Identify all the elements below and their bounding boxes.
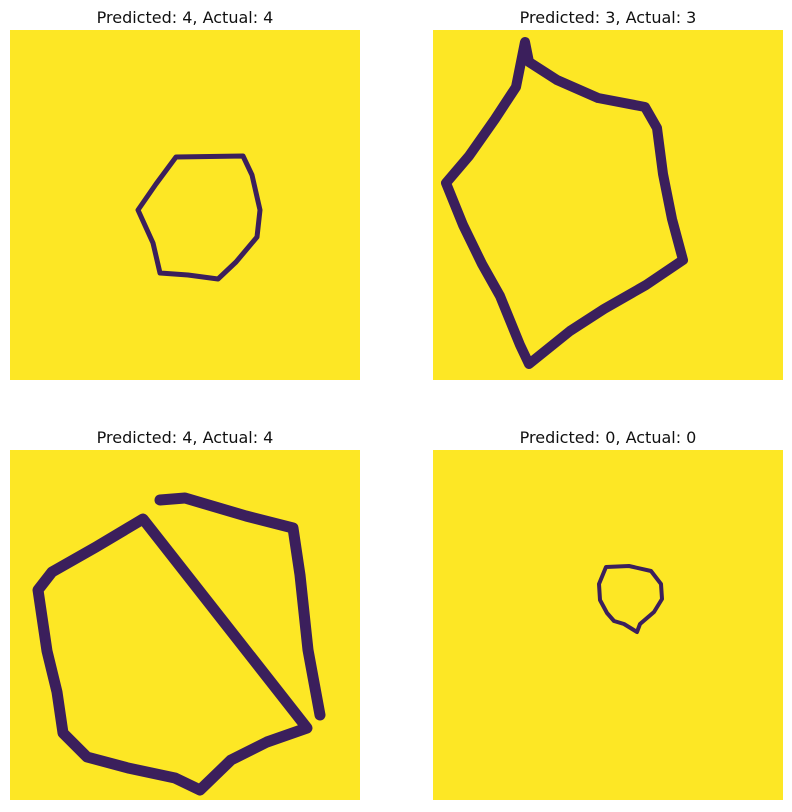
panel-2-image <box>433 30 783 380</box>
panel-4-background <box>433 450 783 800</box>
panel-2-background <box>433 30 783 380</box>
panel-4-shape-outline <box>597 564 664 634</box>
panel-4-image <box>433 450 783 800</box>
panel-3-image <box>10 450 360 800</box>
panel-1-shape-outline <box>135 153 263 282</box>
panel-2-shape-outline <box>441 37 688 369</box>
panel-3-shape-outline <box>32 492 326 796</box>
panel-4-title: Predicted: 0, Actual: 0 <box>519 428 697 447</box>
panel-3-title: Predicted: 4, Actual: 4 <box>96 428 274 447</box>
panel-2-title: Predicted: 3, Actual: 3 <box>519 8 697 27</box>
panel-1-title: Predicted: 4, Actual: 4 <box>96 8 274 27</box>
panel-1-image <box>10 30 360 380</box>
panel-1-background <box>10 30 360 380</box>
